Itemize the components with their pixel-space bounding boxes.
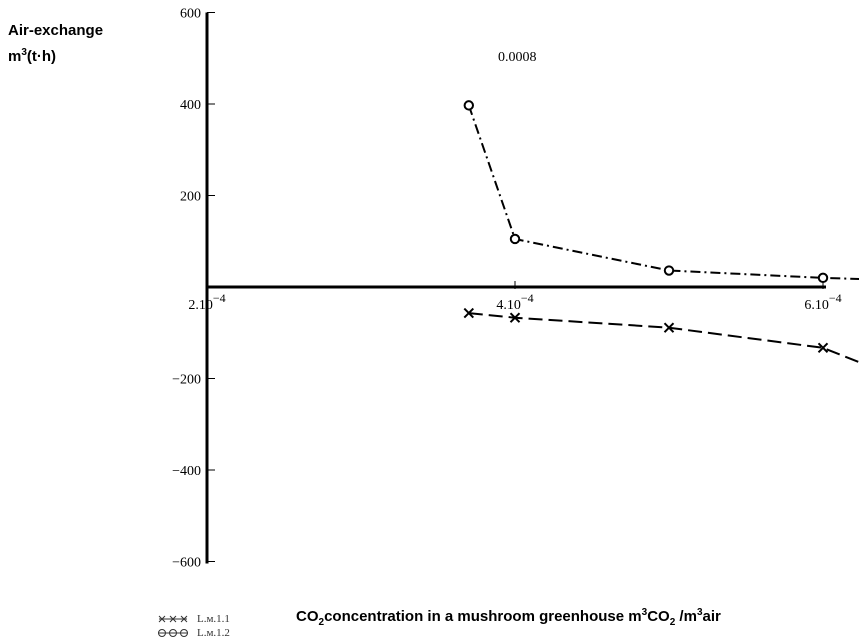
reference-line: 0.0008: [498, 50, 537, 65]
legend-item-x: L.м.1.1: [157, 612, 230, 626]
y-tick-label: 600: [180, 7, 201, 22]
x-axis-label: CO2concentration in a mushroom greenhous…: [296, 607, 721, 628]
data-point-x: [817, 342, 829, 354]
series-line: [467, 105, 859, 280]
y-tick-label: 200: [180, 190, 201, 205]
legend-label: L.м.1.1: [197, 613, 230, 625]
y-ticks: 600 400 200 −200 −400 −600: [172, 7, 215, 571]
legend-label: L.м.1.2: [197, 627, 230, 639]
series-2: [463, 307, 859, 364]
y-tick-label: −400: [172, 464, 201, 479]
legend: L.м.1.1 L.м.1.2: [157, 612, 230, 640]
data-point-x: [663, 322, 675, 333]
data-point-o: [817, 272, 829, 284]
y-tick-label: −200: [172, 373, 201, 388]
x-tick-exponent: −4: [521, 291, 534, 305]
series: [463, 100, 859, 364]
data-point-o: [509, 233, 521, 245]
y-axis-label-unit: m3(t·h): [8, 47, 57, 65]
x-tick-label: 6.10−4: [804, 291, 841, 313]
x-tick-exponent: −4: [829, 291, 842, 305]
data-point-x: [463, 307, 475, 319]
data-point-x: [509, 312, 521, 323]
y-axis-label-line1: Air-exchange: [8, 22, 104, 39]
legend-circle-marker-icon: [158, 629, 188, 637]
data-point-o: [663, 265, 675, 276]
reference-vline-label: 0.0008: [498, 50, 537, 65]
y-tick-label: 400: [180, 98, 201, 113]
series-3: [463, 100, 859, 284]
series-line: [468, 312, 859, 364]
y-tick-label: −600: [172, 556, 201, 571]
x-tick-exponent: −4: [213, 291, 226, 305]
data-point-o: [463, 100, 474, 111]
legend-item-o: L.м.1.2: [157, 626, 230, 640]
legend-x-marker-icon: [158, 615, 188, 623]
axes: [205, 12, 826, 564]
x-tick-label: 4.10−4: [496, 291, 533, 313]
y-axis-label: Air-exchange m3(t·h): [8, 20, 103, 68]
